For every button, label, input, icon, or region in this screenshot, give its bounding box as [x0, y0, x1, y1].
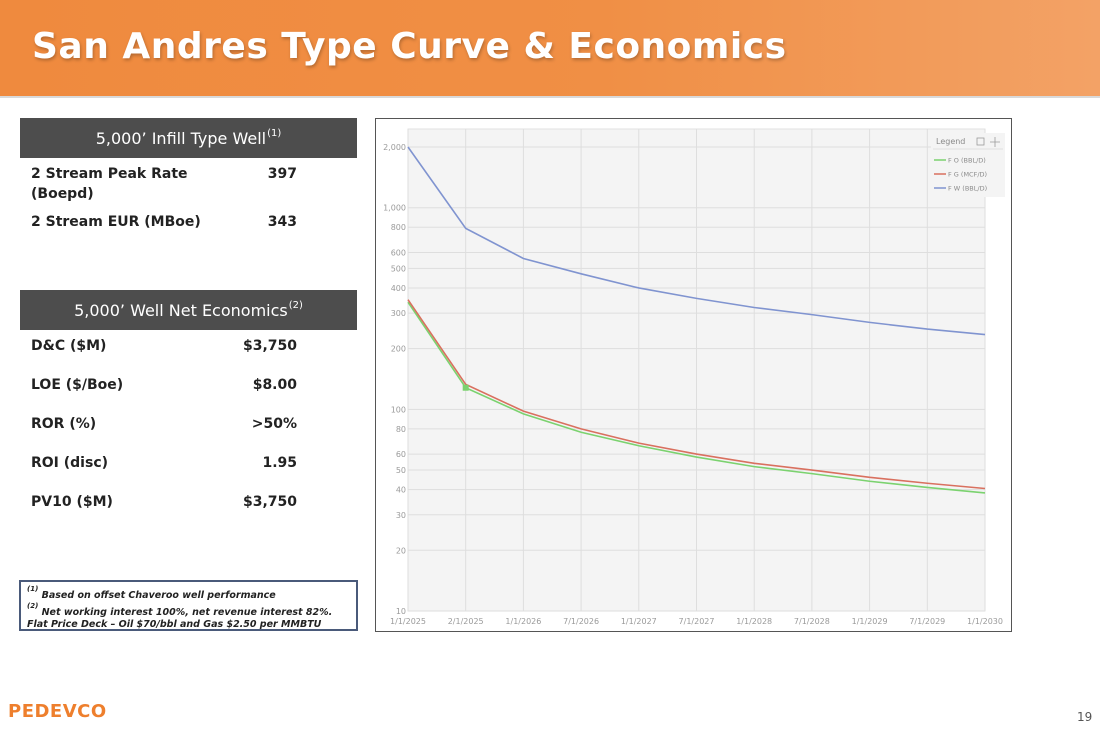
series-line-f-w-bbl-d	[407, 146, 986, 336]
legend-box	[931, 133, 1005, 197]
economics-header-footnote: (2)	[288, 299, 303, 311]
x-tick-label: 1/1/2027	[621, 617, 657, 626]
economics-header-text: 5,000’ Well Net Economics	[74, 300, 288, 320]
row-value: $8.00	[252, 377, 297, 393]
legend-label: F W (BBL/D)	[948, 185, 987, 193]
footnote-2: (2) Net working interest 100%, net reven…	[27, 601, 350, 632]
legend-collapse-icon	[976, 137, 985, 146]
x-tick-label: 7/1/2028	[794, 617, 830, 626]
table-row: ROI (disc) 1.95	[20, 453, 357, 473]
x-tick-label: 1/1/2026	[505, 617, 541, 626]
footnotes-box: (1) Based on offset Chaveroo well perfor…	[19, 580, 358, 631]
y-tick-label: 400	[391, 284, 406, 293]
x-tick-label: 1/1/2029	[852, 617, 888, 626]
economics-table-header: 5,000’ Well Net Economics (2)	[20, 290, 357, 330]
row-value: 1.95	[262, 455, 297, 471]
row-label: LOE ($/Boe)	[31, 377, 124, 393]
title-banner: San Andres Type Curve & Economics	[0, 0, 1100, 98]
x-tick-label: 7/1/2026	[563, 617, 599, 626]
x-tick-label: 7/1/2029	[909, 617, 945, 626]
table-row: D&C ($M) $3,750	[20, 336, 357, 356]
type-curve-chart: 10 20 30 40 50 60 80 100 200 300 400 500 600 800 1,000…	[375, 118, 1012, 632]
slide-title: San Andres Type Curve & Economics	[32, 26, 787, 67]
table-row: 2 Stream Peak Rate (Boepd) 397	[20, 164, 357, 204]
y-tick-label: 20	[396, 546, 406, 555]
x-tick-label: 1/1/2025	[390, 617, 426, 626]
row-label: ROR (%)	[31, 416, 97, 432]
y-tick-label: 50	[396, 466, 406, 475]
chart-svg: 10 20 30 40 50 60 80 100 200 300 400 500 600 800 1,000…	[383, 128, 1005, 626]
series-marker	[462, 384, 469, 391]
y-tick-label: 2,000	[383, 143, 406, 152]
y-tick-label: 10	[396, 607, 406, 616]
x-tick-label: 1/1/2028	[736, 617, 772, 626]
table-row: ROR (%) >50%	[20, 414, 357, 434]
row-label: ROI (disc)	[31, 455, 109, 471]
y-tick-label: 1,000	[383, 204, 406, 213]
row-value: $3,750	[242, 338, 297, 354]
y-tick-label: 40	[396, 486, 406, 495]
row-label: 2 Stream EUR (MBoe)	[31, 214, 201, 230]
row-value: 397	[267, 166, 297, 182]
row-label: 2 Stream Peak Rate (Boepd)	[31, 166, 188, 202]
footnote-1: (1) Based on offset Chaveroo well perfor…	[27, 585, 350, 603]
y-tick-label: 300	[391, 309, 406, 318]
type-well-table-header: 5,000’ Infill Type Well (1)	[20, 118, 357, 158]
x-tick-label: 1/1/2030	[967, 617, 1003, 626]
y-tick-label: 500	[391, 264, 406, 273]
y-tick-label: 200	[391, 345, 406, 354]
type-well-header-text: 5,000’ Infill Type Well	[95, 128, 267, 148]
row-label: D&C ($M)	[31, 338, 107, 354]
legend-title: Legend	[936, 137, 965, 146]
table-row: PV10 ($M) $3,750	[20, 492, 357, 512]
table-row: LOE ($/Boe) $8.00	[20, 375, 357, 395]
row-value: 343	[267, 214, 297, 230]
legend-move-icon	[990, 137, 1000, 147]
type-well-table: 5,000’ Infill Type Well (1) 2 Stream Peak…	[20, 118, 357, 232]
y-tick-label: 100	[391, 405, 406, 414]
company-logo: PEDEVCO	[8, 701, 107, 722]
series-line-f-g-mcf-d	[407, 299, 986, 490]
y-tick-label: 600	[391, 248, 406, 257]
x-tick-label: 7/1/2027	[679, 617, 715, 626]
legend-label: F G (MCF/D)	[948, 171, 987, 179]
footnote-2-marker: (2)	[27, 601, 39, 610]
footnote-2-text: Net working interest 100%, net revenue i…	[27, 606, 333, 631]
economics-table: 5,000’ Well Net Economics (2) D&C ($M) $3…	[20, 290, 357, 512]
table-row: 2 Stream EUR (MBoe) 343	[20, 212, 357, 232]
y-tick-label: 80	[396, 425, 406, 434]
series-line-f-o-bbl-d	[407, 301, 986, 494]
y-tick-label: 60	[396, 450, 406, 459]
row-label: PV10 ($M)	[31, 494, 113, 510]
page-number: 19	[1077, 710, 1093, 724]
footnote-1-marker: (1)	[27, 585, 39, 593]
row-value: $3,750	[242, 494, 297, 510]
y-tick-label: 30	[396, 511, 406, 520]
type-well-header-footnote: (1)	[267, 127, 282, 139]
legend-label: F O (BBL/D)	[948, 157, 986, 165]
row-value: >50%	[251, 416, 297, 432]
y-tick-label: 800	[391, 223, 406, 232]
footnote-1-text: Based on offset Chaveroo well performanc…	[41, 590, 276, 602]
x-tick-label: 2/1/2025	[448, 617, 484, 626]
